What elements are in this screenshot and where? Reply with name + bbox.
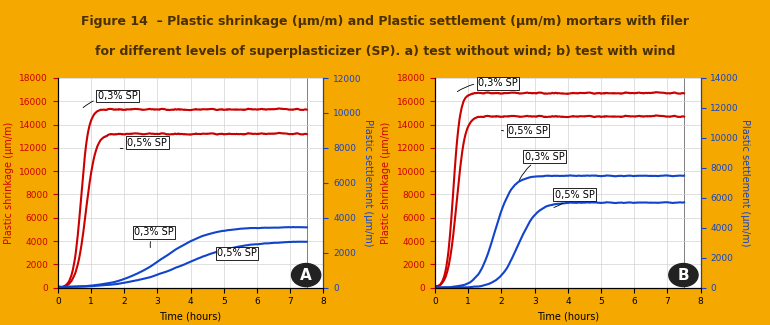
Circle shape: [292, 264, 321, 287]
Text: 0,3% SP: 0,3% SP: [83, 91, 137, 108]
Circle shape: [669, 264, 698, 287]
Text: A: A: [300, 267, 312, 282]
Y-axis label: Plastic settlement (µm/m): Plastic settlement (µm/m): [740, 119, 750, 247]
Y-axis label: Plastic shrinkage (µm/m): Plastic shrinkage (µm/m): [4, 122, 14, 244]
Y-axis label: Plastic settlement (µm/m): Plastic settlement (µm/m): [363, 119, 373, 247]
X-axis label: Time (hours): Time (hours): [537, 312, 599, 322]
Text: 0,3% SP: 0,3% SP: [134, 227, 174, 248]
Text: 0,5% SP: 0,5% SP: [554, 190, 594, 207]
Text: B: B: [678, 267, 689, 282]
X-axis label: Time (hours): Time (hours): [159, 312, 222, 322]
Text: 0,3% SP: 0,3% SP: [457, 78, 518, 92]
Text: 0,3% SP: 0,3% SP: [519, 151, 564, 180]
Text: 0,5% SP: 0,5% SP: [120, 137, 167, 149]
Text: Figure 14  – Plastic shrinkage (µm/m) and Plastic settlement (µm/m) mortars with: Figure 14 – Plastic shrinkage (µm/m) and…: [81, 15, 689, 28]
Text: for different levels of superplasticizer (SP). a) test without wind; b) test wit: for different levels of superplasticizer…: [95, 46, 675, 58]
Text: 0,5% SP: 0,5% SP: [501, 126, 548, 136]
Y-axis label: Plastic shrinkage (µm/m): Plastic shrinkage (µm/m): [381, 122, 391, 244]
Text: 0,5% SP: 0,5% SP: [217, 248, 257, 258]
